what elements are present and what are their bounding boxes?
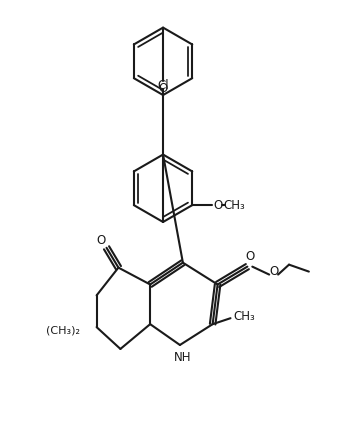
Text: CH₃: CH₃: [223, 198, 245, 212]
Text: O: O: [214, 198, 223, 212]
Text: NH: NH: [174, 351, 192, 365]
Text: O: O: [246, 250, 255, 263]
Text: O: O: [270, 265, 279, 278]
Text: Cl: Cl: [157, 78, 169, 92]
Text: (CH₃)₂: (CH₃)₂: [46, 325, 80, 335]
Text: O: O: [96, 234, 105, 247]
Text: CH₃: CH₃: [234, 310, 255, 323]
Text: O: O: [158, 82, 168, 95]
